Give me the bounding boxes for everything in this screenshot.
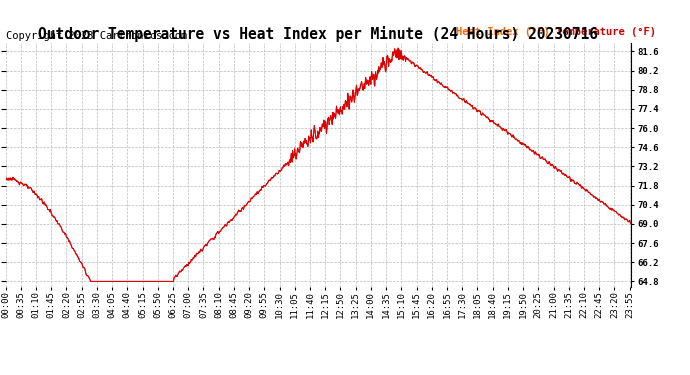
Text: Heat Index (°F): Heat Index (°F) bbox=[456, 27, 550, 37]
Text: Copyright 2023 Cartronics.com: Copyright 2023 Cartronics.com bbox=[6, 31, 187, 41]
Title: Outdoor Temperature vs Heat Index per Minute (24 Hours) 20230716: Outdoor Temperature vs Heat Index per Mi… bbox=[39, 26, 598, 42]
Text: Temperature (°F): Temperature (°F) bbox=[556, 27, 656, 37]
